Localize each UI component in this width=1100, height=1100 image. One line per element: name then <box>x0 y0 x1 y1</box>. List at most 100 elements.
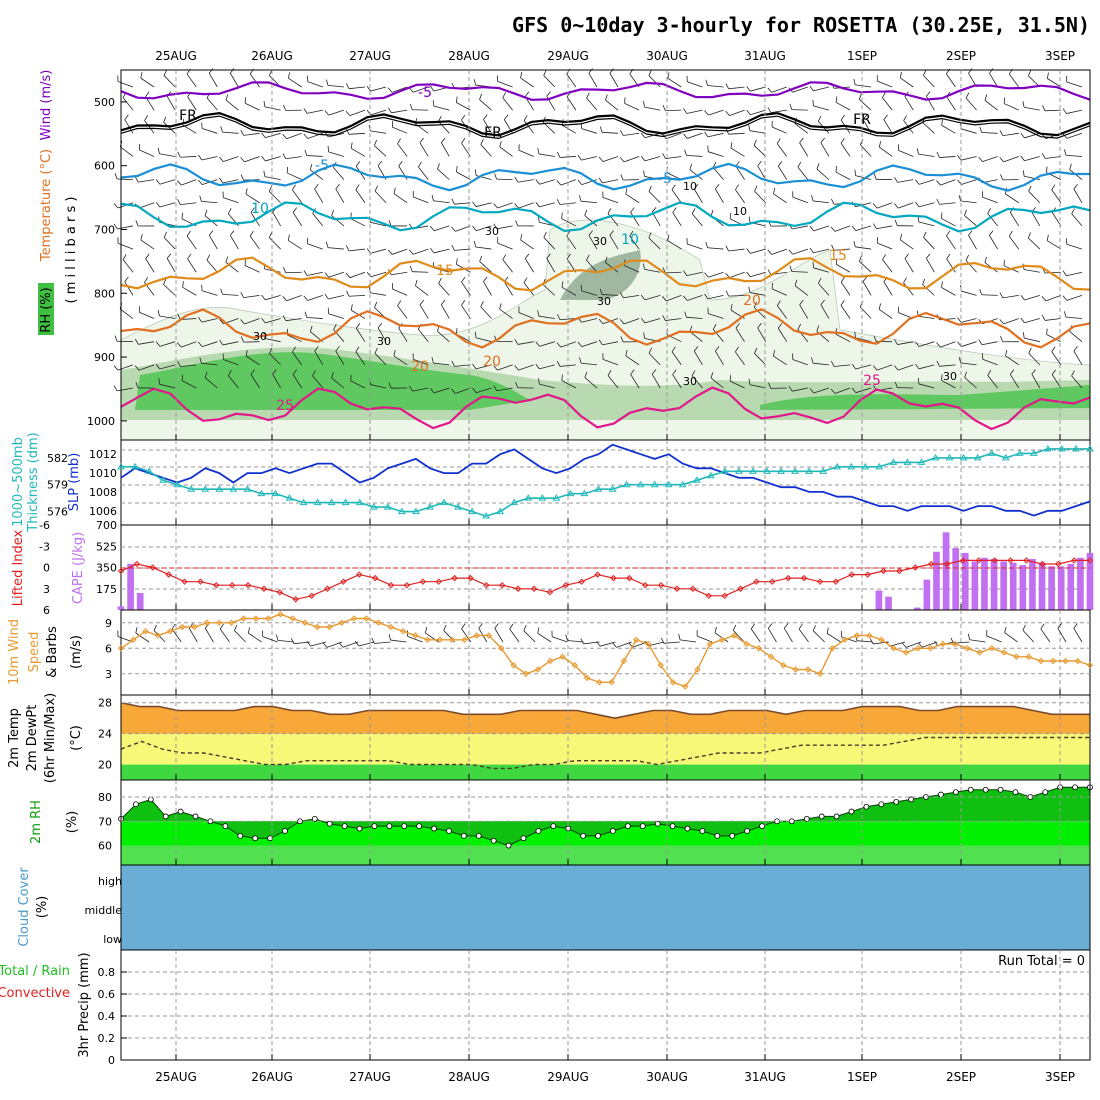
wind-barb <box>264 176 281 181</box>
wind-barb <box>1046 72 1049 79</box>
wind-barb <box>734 351 745 366</box>
wind-10m-barb <box>1022 624 1026 631</box>
wind-barb <box>543 75 556 88</box>
wind-barb <box>665 156 682 160</box>
wind-barb <box>397 143 408 157</box>
contour-cyan <box>120 201 1091 233</box>
wind-barb <box>159 383 176 389</box>
rh-contour-label: 30 <box>485 225 499 238</box>
wind-barb <box>1046 328 1048 335</box>
wind-barb <box>789 265 793 272</box>
temp-units-label: (°C) <box>69 725 84 751</box>
wind-barb <box>475 364 492 370</box>
wind-barb <box>272 373 281 389</box>
rh-contour-label: 30 <box>377 335 391 348</box>
wind-speed-marker <box>669 679 677 686</box>
wind-barb <box>665 271 682 274</box>
rh-marker <box>475 832 482 839</box>
lifted-index-marker <box>832 578 840 585</box>
wind-barb <box>835 166 838 173</box>
rh-marker <box>1012 789 1019 796</box>
rh2m-tick: 80 <box>98 791 112 804</box>
lifted-index-marker <box>975 557 983 564</box>
wind-barb <box>588 68 593 74</box>
wind-barb <box>306 317 323 319</box>
wind-barb <box>119 308 134 319</box>
wind-barb <box>155 341 161 347</box>
wind-speed-marker <box>1062 657 1069 665</box>
wind-barb <box>392 126 408 134</box>
wind-barb <box>223 359 239 366</box>
wind-barb <box>520 72 523 79</box>
wind-barb <box>412 271 429 273</box>
wind-barb <box>753 145 766 157</box>
wind-speed-marker <box>596 679 603 686</box>
rh-band-low <box>121 845 1090 865</box>
wind-barb <box>989 73 998 88</box>
wind-barb <box>122 254 127 260</box>
wind-barb <box>496 387 513 392</box>
wind-speed-marker <box>939 640 947 648</box>
wind-speed-marker <box>804 666 812 673</box>
lifted-index-marker <box>244 582 252 589</box>
thickness-marker <box>819 467 828 474</box>
lifted-index-marker <box>467 574 474 582</box>
wind-barb <box>735 323 740 329</box>
precip-total-label: Total / Rain <box>0 964 70 979</box>
wind-barb <box>915 363 920 370</box>
wind-barb <box>987 208 992 214</box>
thickness-marker <box>608 485 617 492</box>
lifted-index-marker <box>721 592 728 600</box>
wind-barb <box>418 161 422 168</box>
lifted-index-tick: 3 <box>43 583 50 596</box>
wind-barb <box>629 235 640 250</box>
wind-barb <box>1071 370 1075 377</box>
wind-barb <box>499 303 502 310</box>
wind-barb <box>245 350 248 357</box>
thickness-marker <box>187 485 196 492</box>
wind-barb <box>939 156 956 158</box>
wind-barb <box>455 225 471 232</box>
wind-barb <box>946 235 956 250</box>
wind-barb <box>1028 347 1032 354</box>
wind-10m-barb <box>342 641 359 648</box>
contour-black <box>120 111 1091 137</box>
rh2m-tick: 70 <box>98 815 112 828</box>
wind-barb <box>1066 81 1083 88</box>
wind-barb <box>163 75 176 88</box>
wind-barb <box>1066 271 1083 277</box>
wind-barb <box>813 225 830 232</box>
wind-barb <box>855 84 872 88</box>
wind-barb <box>499 146 513 157</box>
wind-barb <box>581 318 598 323</box>
wind-barb <box>640 294 646 301</box>
wind-speed-marker <box>399 628 407 635</box>
wind-barb <box>180 202 197 206</box>
rh-marker <box>654 820 661 827</box>
bottom-date-label: 1SEP <box>847 1070 877 1084</box>
lifted-index-marker <box>530 585 538 592</box>
wind-barb <box>475 337 492 343</box>
wind-barb <box>876 202 893 209</box>
wind-barb <box>691 213 703 227</box>
rh-marker <box>639 823 646 830</box>
wind-barb <box>419 304 429 319</box>
wind-barb <box>687 132 703 139</box>
wind-barb <box>113 385 118 392</box>
wind-barb <box>451 198 455 205</box>
wind-barb <box>325 241 329 248</box>
wind-barb <box>393 349 396 356</box>
rh-marker <box>878 801 885 808</box>
wind-barb <box>820 137 825 143</box>
wind-barb <box>413 248 429 255</box>
wind-barb <box>307 243 323 250</box>
wind-barb <box>159 315 176 319</box>
wind-barb <box>683 270 688 276</box>
wind-10m-barb <box>1022 629 1035 643</box>
wind-barb <box>176 180 182 186</box>
wind-barb <box>918 315 935 319</box>
wind-barb <box>387 249 393 255</box>
wind-barb <box>1062 108 1067 114</box>
wind-barb <box>543 69 547 76</box>
wind-barb <box>777 327 788 342</box>
